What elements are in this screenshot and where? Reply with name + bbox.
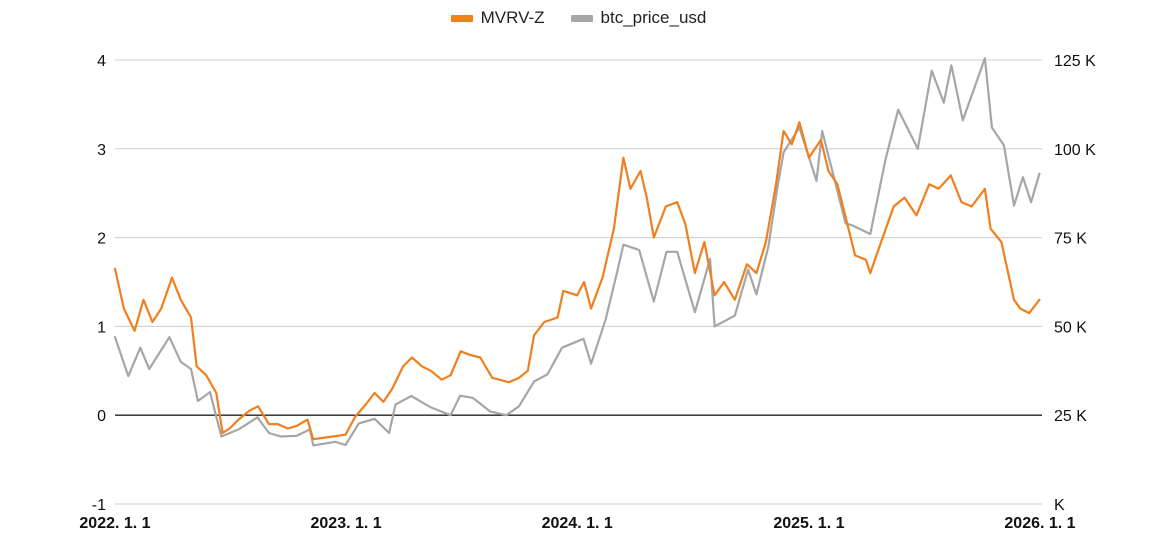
legend: MVRV-Z btc_price_usd <box>0 8 1157 28</box>
legend-label-mvrv: MVRV-Z <box>480 8 545 27</box>
legend-swatch-mvrv <box>450 14 473 22</box>
x-tick-label: 2025. 1. 1 <box>773 515 844 532</box>
x-tick-label: 2024. 1. 1 <box>542 515 613 532</box>
x-tick-label: 2023. 1. 1 <box>311 515 382 532</box>
legend-label-price: btc_price_usd <box>600 8 707 27</box>
y-right-tick-label: 125 K <box>1054 53 1096 70</box>
y-right-tick-label: 50 K <box>1054 319 1087 336</box>
series-layer <box>113 57 1041 447</box>
y-left-tick-label: -1 <box>92 497 106 514</box>
series-line-mvrv-z <box>113 121 1041 441</box>
y-right-tick-label: 100 K <box>1054 142 1096 159</box>
y-right-tick-label: 75 K <box>1054 231 1087 248</box>
series-line-btc-price-usd <box>113 57 1041 447</box>
y-left-tick-label: 0 <box>97 408 106 425</box>
y-left-tick-label: 2 <box>97 231 106 248</box>
y-left-tick-label: 3 <box>97 142 106 159</box>
y-left-tick-label: 4 <box>97 53 106 70</box>
y-right-tick-label: K <box>1054 497 1065 514</box>
x-tick-label: 2026. 1. 1 <box>1004 515 1075 532</box>
y-right-tick-label: 25 K <box>1054 408 1087 425</box>
legend-swatch-price <box>570 14 593 22</box>
legend-item-mvrv[interactable]: MVRV-Z <box>450 8 545 28</box>
grid-layer <box>115 59 1042 505</box>
tick-layer: -1 0 1 2 3 4 K 25 K 50 K 75 K 100 K 125 K 2022. 1. 1… <box>79 53 1096 532</box>
legend-item-price[interactable]: btc_price_usd <box>570 8 707 28</box>
x-tick-label: 2022. 1. 1 <box>79 515 150 532</box>
y-left-tick-label: 1 <box>97 319 106 336</box>
